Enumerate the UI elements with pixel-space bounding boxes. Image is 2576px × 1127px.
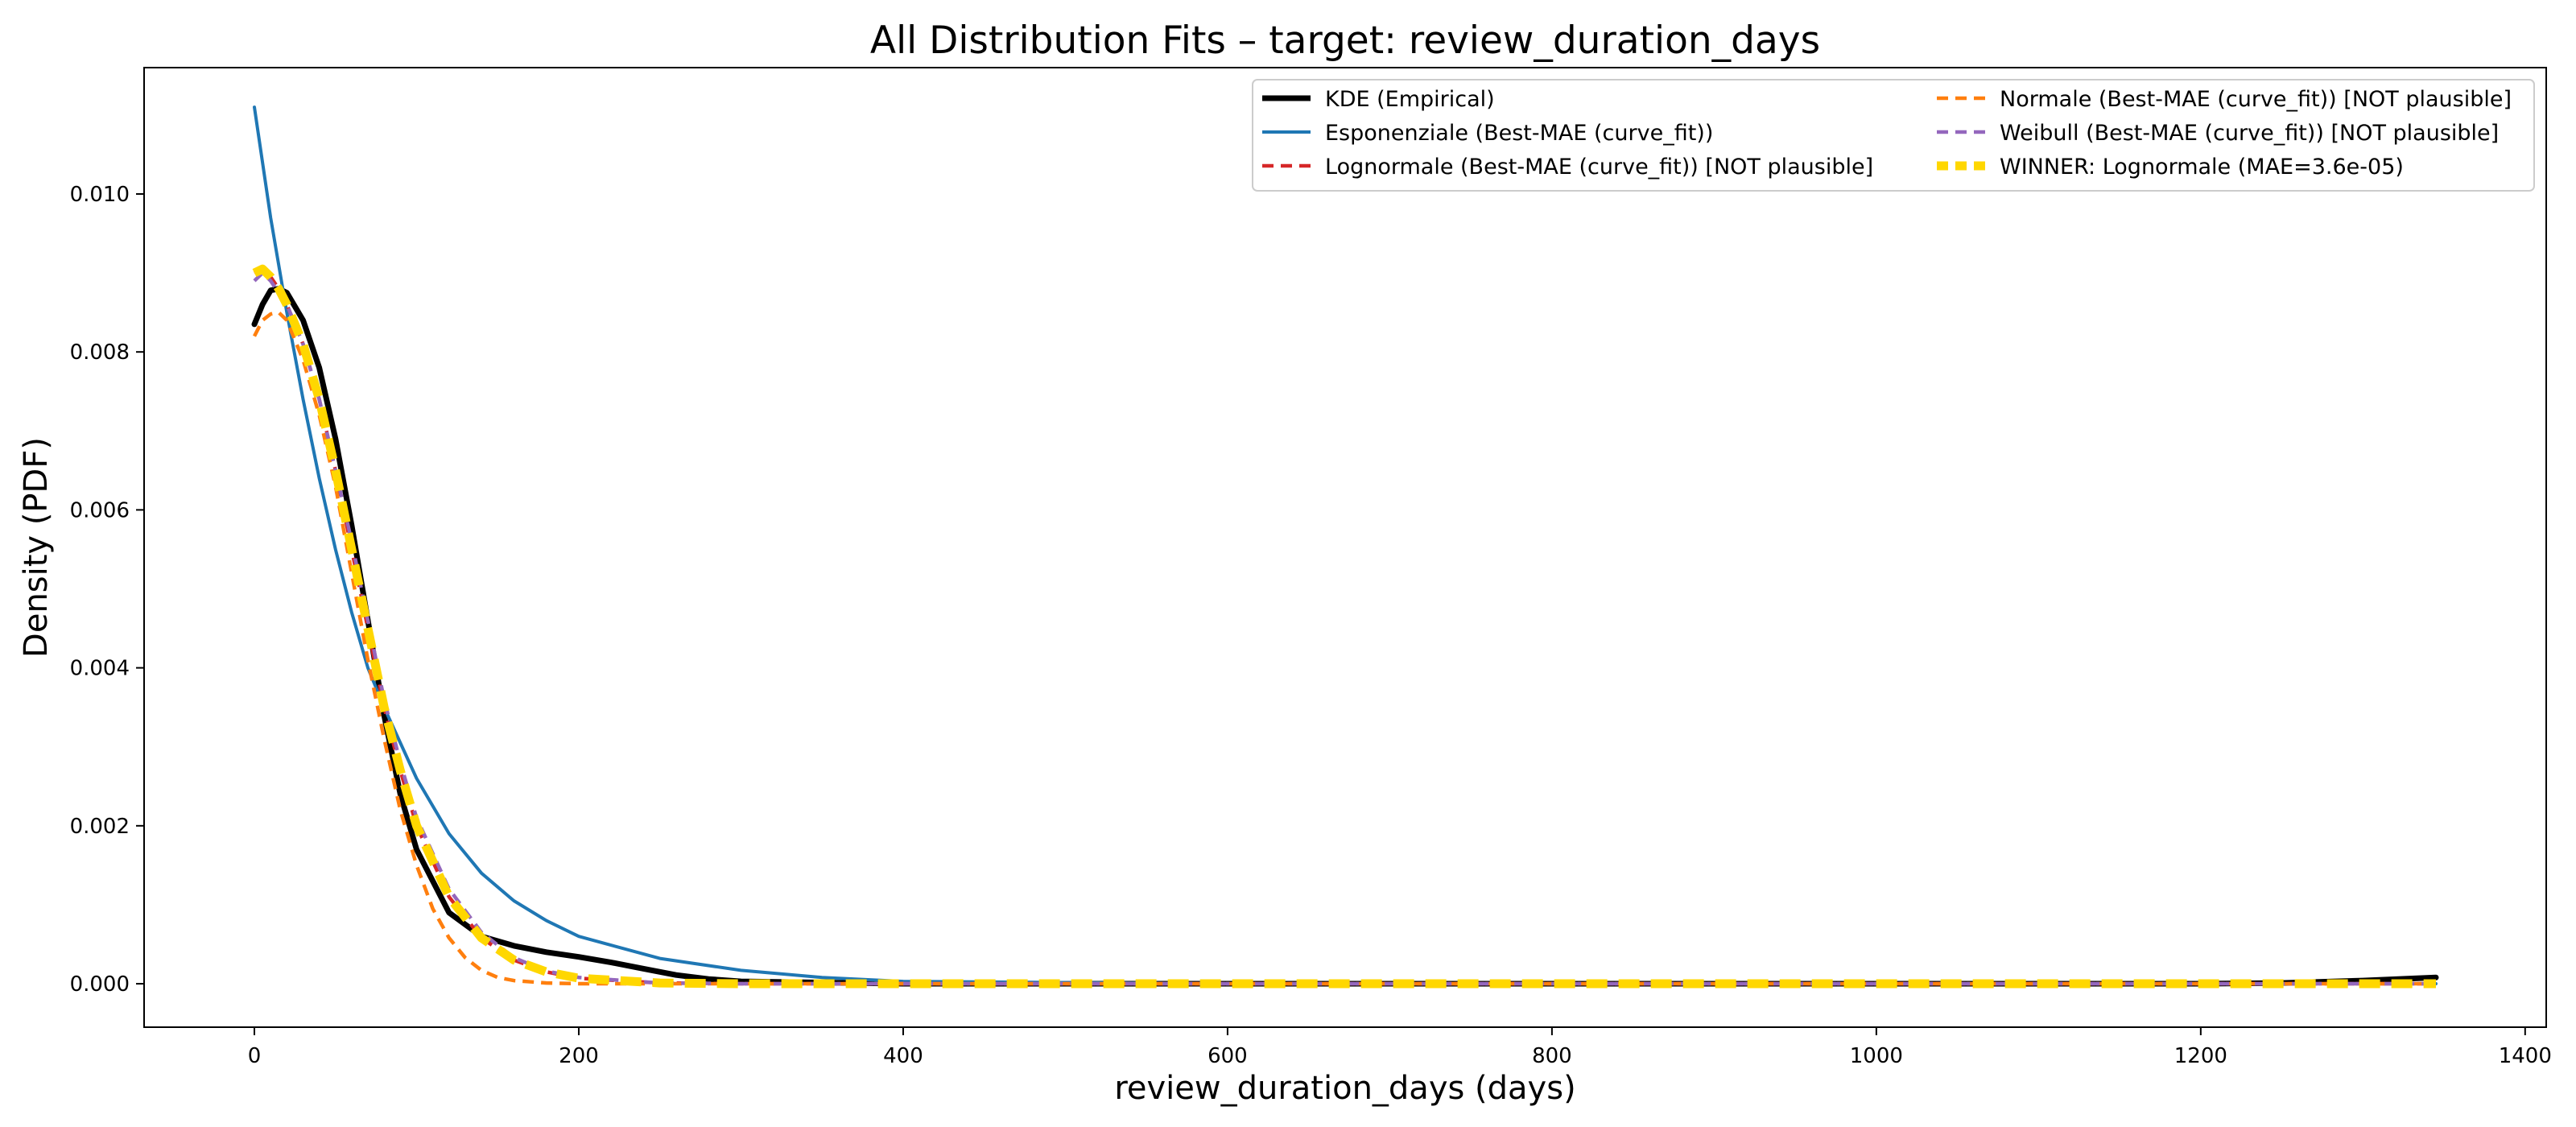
legend-label-4: Normale (Best-MAE (curve_fit)) [NOT plau…: [2000, 87, 2512, 112]
y-tick-label: 0.006: [70, 498, 130, 522]
legend-label-2: Esponenziale (Best-MAE (curve_fit)): [1325, 121, 1713, 146]
series-line-6: [252, 264, 2436, 989]
x-tick-label: 0: [248, 1044, 262, 1068]
y-tick-label: 0.004: [70, 657, 130, 681]
legend-label-3: Lognormale (Best-MAE (curve_fit)) [NOT p…: [1325, 155, 1873, 180]
chart-title: All Distribution Fits – target: review_d…: [870, 19, 1820, 63]
x-axis: 0 200 400 600 800 1000 1200 1400: [248, 1027, 2552, 1068]
x-tick-label: 200: [559, 1044, 599, 1068]
y-tick-label: 0.002: [70, 815, 130, 839]
x-tick-label: 1400: [2499, 1044, 2552, 1068]
legend-label-5: Weibull (Best-MAE (curve_fit)) [NOT plau…: [2000, 121, 2499, 146]
x-tick-label: 600: [1208, 1044, 1248, 1068]
y-axis: 0.000 0.002 0.004 0.006 0.008 0.010: [70, 183, 144, 997]
legend: KDE (Empirical) Esponenziale (Best-MAE (c…: [1252, 79, 2535, 192]
x-tick-label: 400: [883, 1044, 923, 1068]
y-tick-label: 0.000: [70, 972, 130, 997]
y-tick-label: 0.010: [70, 183, 130, 207]
legend-label-1: KDE (Empirical): [1325, 87, 1495, 112]
x-tick-label: 1200: [2174, 1044, 2227, 1068]
legend-box: [1252, 79, 2535, 192]
legend-label-6: WINNER: Lognormale (MAE=3.6e-05): [2000, 155, 2404, 180]
y-tick-label: 0.008: [70, 341, 130, 365]
series-layer: [251, 105, 2439, 989]
y-axis-title: Density (PDF): [18, 437, 55, 658]
x-tick-label: 800: [1532, 1044, 1572, 1068]
x-axis-title: review_duration_days (days): [1114, 1070, 1575, 1107]
plot-frame: [143, 67, 2547, 1028]
x-tick-label: 1000: [1850, 1044, 1903, 1068]
